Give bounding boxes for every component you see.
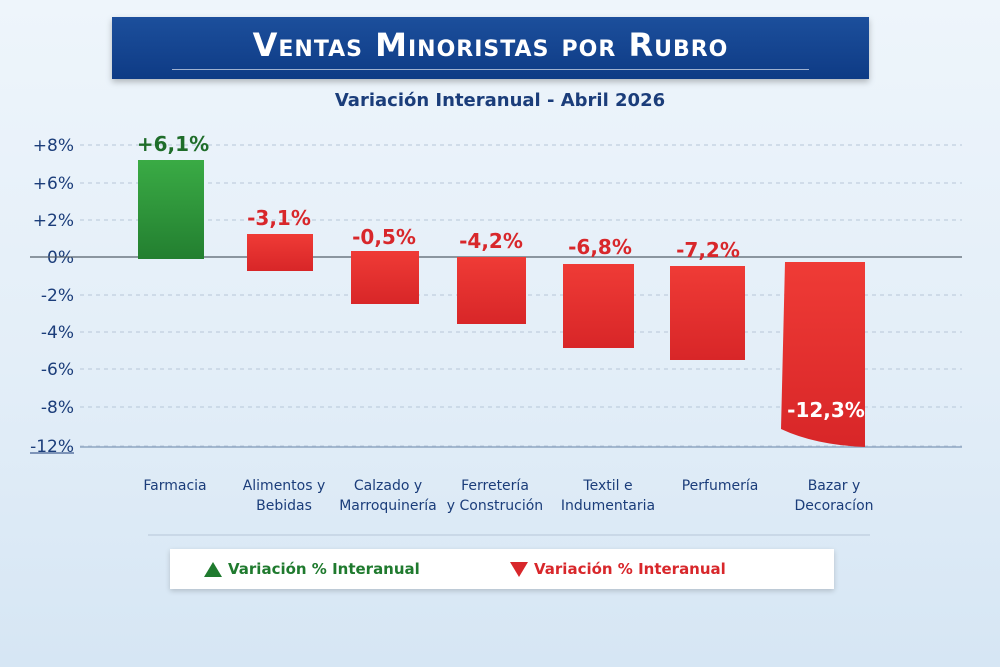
x-category-label-line: Ferretería [461, 478, 529, 494]
x-category-label-line: Farmacia [143, 478, 206, 494]
x-category-label: Alimentos y Bebidas [243, 478, 326, 514]
triangle-up-icon [204, 561, 222, 577]
legend-item-negative: Variación % Interanual [510, 560, 726, 578]
bar [670, 266, 745, 360]
x-category-label-line: y Construción [447, 498, 543, 514]
x-category-label-line: Perfumería [682, 478, 759, 494]
legend-label-negative: Variación % Interanual [534, 560, 726, 578]
chart-subtitle: Variación Interanual - Abril 2026 [334, 90, 666, 111]
x-category-label-line: Marroquinería [339, 498, 437, 514]
bar [457, 257, 526, 324]
data-label: -0,5% [352, 225, 416, 249]
bar [138, 160, 204, 259]
title-banner: Ventas Minoristas por Rubro [112, 17, 869, 79]
x-category-label-line: Alimentos y [243, 478, 326, 494]
bar [563, 264, 634, 348]
x-category-label-line: Bazar y [808, 478, 861, 494]
x-category-label: Ferretería y Construción [447, 478, 543, 514]
legend-label-positive: Variación % Interanual [228, 560, 420, 578]
data-label: -4,2% [459, 229, 523, 253]
legend-item-positive: Variación % Interanual [204, 560, 420, 578]
x-category-label-line: Decoracíon [794, 498, 873, 514]
bar [351, 251, 419, 304]
x-category-label-line: Calzado y [354, 478, 422, 494]
bar [247, 234, 313, 271]
y-tick-label: -4% [41, 323, 74, 343]
triangle-down-icon [510, 561, 528, 577]
y-tick-label: +6% [33, 174, 74, 194]
data-label: -6,8% [568, 235, 632, 259]
x-category-label: Bazar y Decoracíon [794, 478, 873, 514]
x-category-label-line: Indumentaria [561, 498, 655, 514]
data-label: -12,3% [787, 398, 865, 422]
x-category-label-line: Bebidas [256, 498, 312, 514]
y-tick-label: +8% [33, 136, 74, 156]
y-tick-label: -8% [41, 398, 74, 418]
legend: Variación % Interanual Variación % Inter… [170, 549, 834, 589]
x-category-label: Textil e Indumentaria [561, 478, 655, 514]
x-category-label: Calzado y Marroquinería [339, 478, 437, 514]
y-tick-label: -2% [41, 286, 74, 306]
data-label: +6,1% [137, 132, 209, 156]
y-tick-label: 0% [47, 248, 74, 268]
data-label: -7,2% [676, 238, 740, 262]
y-tick-label: +2% [33, 211, 74, 231]
x-category-label-line: Textil e [582, 478, 632, 494]
x-category-label: Perfumería [682, 478, 759, 494]
x-category-label: Farmacia [143, 478, 206, 494]
chart-title: Ventas Minoristas por Rubro [252, 26, 729, 64]
data-label: -3,1% [247, 206, 311, 230]
y-tick-label: -12% [30, 437, 74, 457]
bar [781, 262, 865, 447]
y-tick-label: -6% [41, 360, 74, 380]
